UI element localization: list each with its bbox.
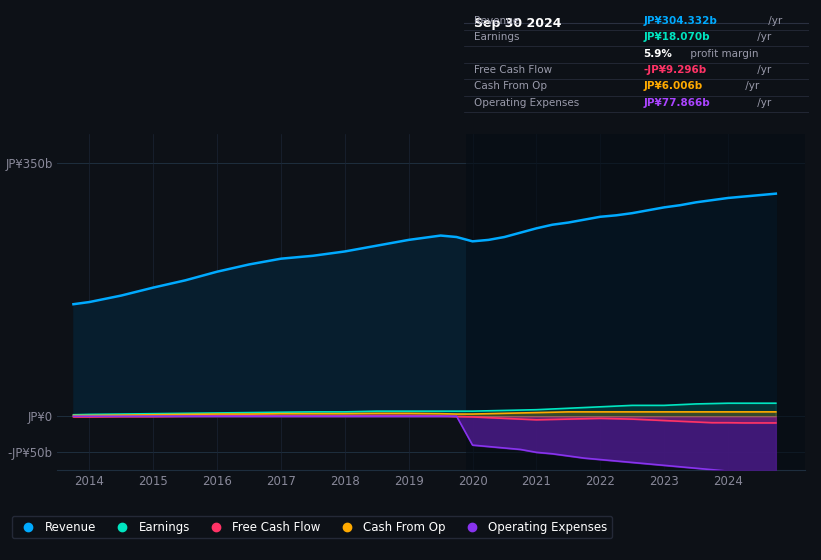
Text: Sep 30 2024: Sep 30 2024: [475, 17, 562, 30]
Text: Cash From Op: Cash From Op: [475, 81, 548, 91]
Text: JP¥18.070b: JP¥18.070b: [643, 32, 710, 42]
Text: Operating Expenses: Operating Expenses: [475, 98, 580, 108]
Text: JP¥6.006b: JP¥6.006b: [643, 81, 703, 91]
Text: /yr: /yr: [754, 32, 771, 42]
Text: /yr: /yr: [764, 16, 782, 26]
Text: Earnings: Earnings: [475, 32, 520, 42]
Bar: [466, 134, 805, 470]
Text: JP¥77.866b: JP¥77.866b: [643, 98, 710, 108]
Text: Revenue: Revenue: [475, 16, 520, 26]
Text: 5.9%: 5.9%: [643, 49, 672, 59]
Text: Free Cash Flow: Free Cash Flow: [475, 65, 553, 75]
Text: /yr: /yr: [754, 98, 771, 108]
Legend: Revenue, Earnings, Free Cash Flow, Cash From Op, Operating Expenses: Revenue, Earnings, Free Cash Flow, Cash …: [11, 516, 612, 539]
Text: -JP¥9.296b: -JP¥9.296b: [643, 65, 706, 75]
Text: profit margin: profit margin: [687, 49, 759, 59]
Text: JP¥304.332b: JP¥304.332b: [643, 16, 717, 26]
Text: /yr: /yr: [742, 81, 759, 91]
Text: /yr: /yr: [754, 65, 771, 75]
